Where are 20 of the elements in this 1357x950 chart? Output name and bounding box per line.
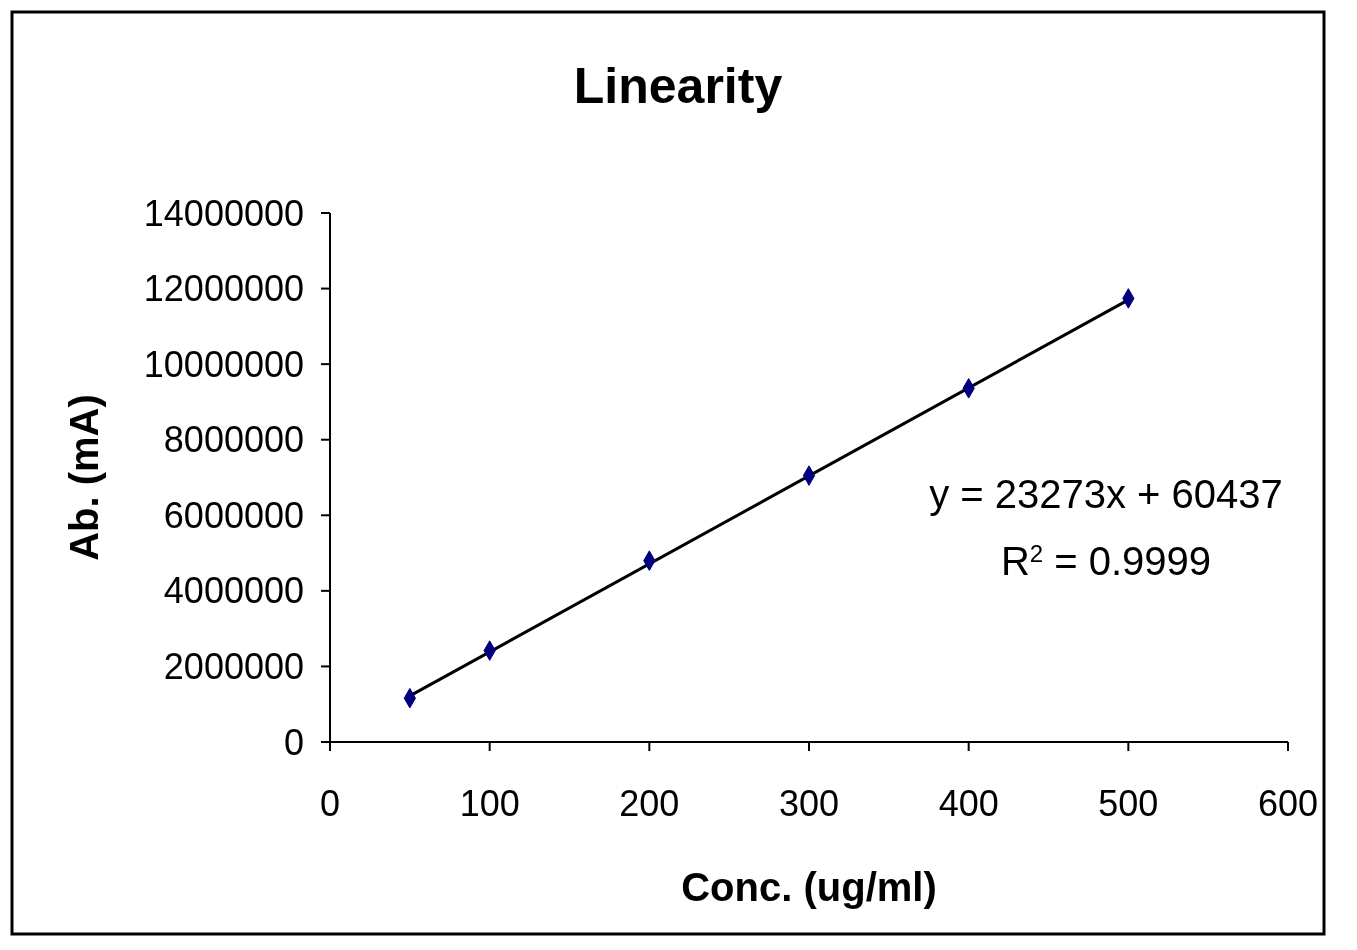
x-tick-label: 600 bbox=[1257, 783, 1319, 824]
annotation: y = 23273x + 60437 bbox=[929, 472, 1283, 516]
y-tick-label: 14000000 bbox=[143, 192, 304, 234]
y-tick-label: 10000000 bbox=[143, 343, 304, 385]
x-tick-label: 500 bbox=[1098, 783, 1159, 824]
y-tick-label: 12000000 bbox=[143, 268, 304, 310]
y-tick-label: 6000000 bbox=[163, 494, 304, 536]
y-tick-label: 0 bbox=[283, 721, 304, 763]
y-tick-label: 2000000 bbox=[163, 646, 304, 688]
chart-title: Linearity bbox=[573, 58, 783, 114]
x-tick-label: 300 bbox=[778, 783, 840, 824]
x-tick-label: 200 bbox=[619, 783, 680, 824]
y-tick-label: 8000000 bbox=[163, 419, 304, 461]
y-axis-title: Ab. (mA) bbox=[62, 394, 106, 561]
annotation: R$^{2}$ = 0.9999 bbox=[1000, 539, 1212, 583]
y-tick-label: 4000000 bbox=[163, 570, 304, 612]
x-tick-label: 0 bbox=[319, 783, 341, 824]
x-tick-label: 400 bbox=[938, 783, 999, 824]
x-tick-label: 100 bbox=[459, 783, 520, 824]
x-axis-title: Conc. (ug/ml) bbox=[681, 865, 937, 909]
